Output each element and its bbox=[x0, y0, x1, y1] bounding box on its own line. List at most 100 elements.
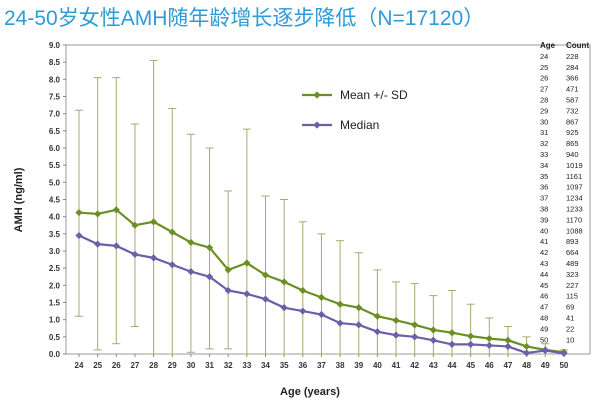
plot-area bbox=[65, 44, 591, 355]
mean-series-point bbox=[261, 271, 270, 279]
mean-series-point bbox=[75, 208, 83, 217]
x-tick-label: 50 bbox=[559, 361, 568, 370]
y-axis-label: AMH (ng/ml) bbox=[13, 167, 25, 232]
count-table-age: 47 bbox=[540, 303, 548, 312]
count-table-count: 865 bbox=[566, 139, 579, 148]
mean-series-point bbox=[224, 266, 232, 274]
count-table-age: 32 bbox=[540, 139, 548, 148]
count-table-age: 33 bbox=[540, 150, 548, 159]
x-tick-label: 29 bbox=[168, 361, 177, 370]
count-table-count: 1233 bbox=[566, 205, 583, 214]
count-table-count: 925 bbox=[566, 128, 579, 137]
median-series-point bbox=[336, 319, 344, 327]
count-table-age: 49 bbox=[540, 324, 548, 333]
count-table-age: 40 bbox=[540, 226, 548, 235]
mean-series-point bbox=[448, 329, 456, 337]
count-table-count: 69 bbox=[566, 303, 574, 312]
mean-series-point bbox=[94, 210, 102, 218]
count-table-age: 29 bbox=[540, 106, 548, 115]
x-tick-label: 30 bbox=[186, 361, 195, 370]
mean-series-point bbox=[317, 293, 326, 301]
count-table-count: 41 bbox=[566, 314, 574, 323]
count-table-age: 43 bbox=[540, 259, 548, 268]
count-table-count: 471 bbox=[566, 85, 579, 94]
y-tick-label: 5.5 bbox=[49, 161, 61, 170]
count-table-age: 39 bbox=[540, 215, 548, 224]
x-tick-label: 24 bbox=[75, 361, 84, 370]
y-tick-label: 1.5 bbox=[49, 299, 61, 308]
mean-series-point bbox=[467, 332, 475, 340]
y-tick-label: 2.0 bbox=[49, 281, 61, 290]
count-table-count: 940 bbox=[566, 150, 579, 159]
x-tick-label: 38 bbox=[336, 361, 345, 370]
mean-series-point bbox=[504, 336, 512, 344]
y-tick-label: 3.5 bbox=[49, 230, 61, 239]
median-series-point bbox=[187, 268, 195, 276]
y-tick-label: 1.0 bbox=[49, 316, 61, 325]
count-table-count: 284 bbox=[566, 63, 579, 72]
median-series-point bbox=[112, 242, 120, 250]
count-table-age: 26 bbox=[540, 74, 548, 83]
count-table-age: 41 bbox=[540, 237, 548, 246]
x-tick-label: 34 bbox=[261, 361, 270, 370]
count-table-count: 1234 bbox=[566, 194, 583, 203]
y-tick-label: 5.0 bbox=[49, 178, 61, 187]
count-table-count: 228 bbox=[566, 52, 579, 61]
x-axis-label: Age (years) bbox=[280, 386, 340, 398]
count-table-age: 36 bbox=[540, 183, 548, 192]
median-series-point bbox=[205, 273, 214, 281]
x-tick-label: 43 bbox=[429, 361, 438, 370]
median-series-point bbox=[429, 336, 437, 344]
x-tick-label: 26 bbox=[112, 361, 121, 370]
count-table-count: 366 bbox=[566, 74, 579, 83]
median-series-point bbox=[467, 340, 475, 348]
median-series-point bbox=[317, 310, 326, 319]
mean-series-point bbox=[112, 206, 120, 214]
count-table-age: 25 bbox=[540, 63, 548, 72]
count-table-age: 46 bbox=[540, 292, 548, 301]
median-series-point bbox=[280, 304, 288, 312]
median-series-point bbox=[224, 286, 232, 295]
median-series-point bbox=[448, 340, 456, 348]
mean-series-point bbox=[168, 228, 176, 236]
x-tick-label: 27 bbox=[130, 361, 139, 370]
y-tick-label: 4.5 bbox=[49, 196, 61, 205]
y-tick-label: 8.5 bbox=[49, 58, 61, 67]
x-tick-label: 25 bbox=[93, 361, 102, 370]
count-table-age: 34 bbox=[540, 161, 548, 170]
median-series-point bbox=[94, 240, 102, 248]
y-tick-label: 7.0 bbox=[49, 110, 61, 119]
legend-median-marker bbox=[313, 121, 321, 129]
x-tick-label: 40 bbox=[373, 361, 382, 370]
count-table-count: 1019 bbox=[566, 161, 583, 170]
x-tick-label: 44 bbox=[448, 361, 457, 370]
x-tick-label: 37 bbox=[317, 361, 326, 370]
x-tick-label: 33 bbox=[242, 361, 251, 370]
mean-series-point bbox=[150, 218, 158, 226]
mean-series-point bbox=[336, 300, 344, 308]
count-table-header-count: Count bbox=[566, 41, 589, 50]
count-table-count: 115 bbox=[566, 292, 578, 301]
mean-series-point bbox=[131, 221, 139, 229]
mean-series-point bbox=[429, 326, 437, 334]
count-table-age: 48 bbox=[540, 314, 548, 323]
median-series-point bbox=[523, 349, 531, 357]
y-tick-label: 0.5 bbox=[49, 333, 61, 342]
median-series-point bbox=[261, 295, 270, 303]
legend-mean-marker bbox=[313, 91, 321, 99]
median-series-point bbox=[411, 333, 419, 341]
x-tick-label: 45 bbox=[466, 361, 475, 370]
x-tick-label: 36 bbox=[298, 361, 307, 370]
mean-series-point bbox=[373, 312, 381, 320]
median-series-point bbox=[541, 346, 549, 355]
count-table-age: 42 bbox=[540, 248, 548, 257]
x-tick-label: 41 bbox=[392, 361, 401, 370]
x-tick-label: 39 bbox=[354, 361, 363, 370]
count-table-age: 24 bbox=[540, 52, 548, 61]
x-tick-label: 28 bbox=[149, 361, 158, 370]
y-tick-label: 9.0 bbox=[49, 41, 61, 50]
y-tick-label: 8.0 bbox=[49, 75, 61, 84]
mean-series-point bbox=[523, 342, 531, 351]
x-tick-label: 49 bbox=[541, 361, 550, 370]
